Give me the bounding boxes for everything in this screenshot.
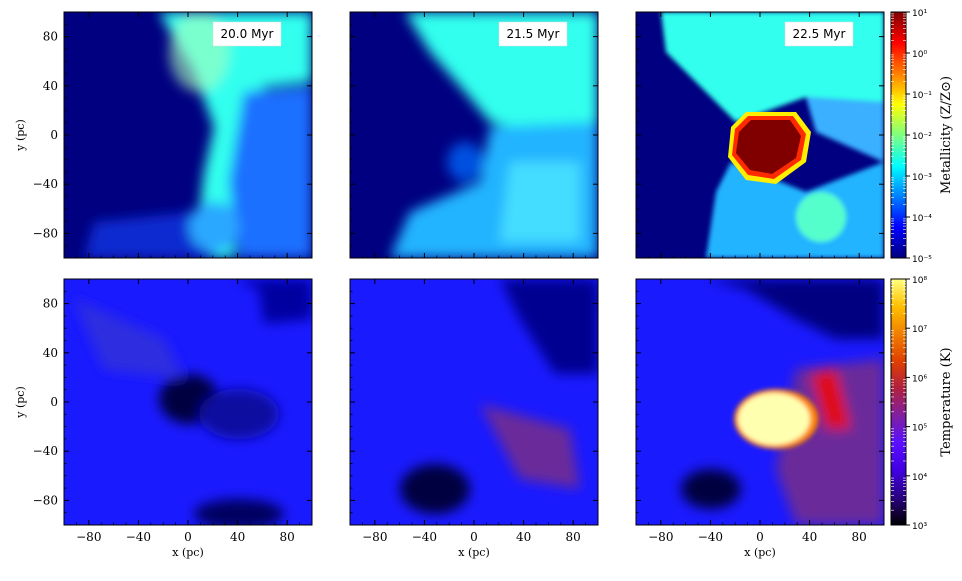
colorbar-tick-label: 10⁷ bbox=[912, 325, 927, 335]
x-tick-label: 40 bbox=[516, 530, 531, 544]
y-tick-label: −40 bbox=[33, 444, 58, 458]
panel-r0-c0 bbox=[64, 12, 312, 258]
colorbar-tick-label: 10⁰ bbox=[912, 50, 927, 60]
colorbar-tick-label: 10⁴ bbox=[912, 473, 927, 483]
x-tick-label: 0 bbox=[184, 530, 192, 544]
y-tick-label: 0 bbox=[50, 128, 58, 142]
y-tick-label: 40 bbox=[43, 79, 58, 93]
colorbar-tick-label: 10⁻⁵ bbox=[912, 255, 932, 265]
time-label-box bbox=[784, 21, 854, 47]
y-tick-label: −80 bbox=[33, 493, 58, 507]
time-label: 22.5 Myr bbox=[793, 27, 846, 41]
x-tick-label: 0 bbox=[756, 530, 764, 544]
colorbar-tick-label: 10⁻² bbox=[912, 132, 932, 142]
time-label: 21.5 Myr bbox=[507, 27, 560, 41]
x-tick-label: 40 bbox=[802, 530, 817, 544]
x-tick-label: −80 bbox=[648, 530, 673, 544]
panel-r1-c0 bbox=[64, 279, 312, 525]
x-tick-label: 40 bbox=[230, 530, 245, 544]
colorbar-tick-label: 10⁻⁴ bbox=[912, 214, 932, 224]
x-tick-label: −40 bbox=[126, 530, 151, 544]
y-tick-label: −80 bbox=[33, 226, 58, 240]
y-tick-label: 80 bbox=[43, 30, 58, 44]
colorbar-tick-label: 10⁻¹ bbox=[912, 91, 932, 101]
x-tick-label: −40 bbox=[412, 530, 437, 544]
x-axis-title: x (pc) bbox=[172, 546, 204, 559]
x-tick-label: −80 bbox=[76, 530, 101, 544]
colorbar-tick-label: 10¹ bbox=[912, 9, 927, 19]
x-tick-label: 80 bbox=[566, 530, 581, 544]
y-axis-title: y (pc) bbox=[14, 119, 27, 152]
panel-r0-c1 bbox=[350, 12, 598, 258]
y-tick-label: 40 bbox=[43, 346, 58, 360]
time-label-box bbox=[498, 21, 568, 47]
x-tick-label: 80 bbox=[280, 530, 295, 544]
x-axis-title: x (pc) bbox=[458, 546, 490, 559]
y-axis-title: y (pc) bbox=[14, 386, 27, 419]
panel-r1-c2 bbox=[636, 279, 884, 525]
colorbar-tick-label: 10³ bbox=[912, 522, 927, 532]
colorbar-temperature bbox=[890, 278, 907, 526]
axes-group: 80 40 0 −40 −80 y (pc) −80 −40 0 40 80 80 40 0 −40 −80 x… bbox=[14, 11, 885, 559]
colorbar-tick-label: 10⁵ bbox=[912, 424, 927, 434]
colorbar-tick-label: 10⁸ bbox=[912, 276, 927, 286]
x-tick-label: 0 bbox=[470, 530, 478, 544]
y-tick-label: 0 bbox=[50, 395, 58, 409]
time-label-box bbox=[212, 21, 282, 47]
panel-r0-c2 bbox=[636, 12, 884, 258]
x-tick-label: 80 bbox=[852, 530, 867, 544]
time-label: 20.0 Myr bbox=[221, 27, 274, 41]
colorbar-title-metallicity: Metallicity (Z/Z⊙) bbox=[939, 76, 954, 194]
colorbar-tick-label: 10⁶ bbox=[912, 374, 927, 384]
panel-r1-c1 bbox=[350, 279, 598, 525]
x-axis-title: x (pc) bbox=[744, 546, 776, 559]
panels-group bbox=[64, 12, 884, 525]
y-tick-label: 80 bbox=[43, 297, 58, 311]
x-tick-label: −40 bbox=[698, 530, 723, 544]
x-tick-label: −80 bbox=[362, 530, 387, 544]
colorbar-title-temperature: Temperature (K) bbox=[939, 347, 954, 456]
colorbar-tick-label: 10⁻³ bbox=[912, 173, 932, 183]
y-tick-label: −40 bbox=[33, 177, 58, 191]
colorbars-group: 10⁻⁵ 10⁻⁴ 10⁻³ 10⁻² 10⁻¹ 10⁰ 10¹ Metallicity (Z… bbox=[890, 9, 954, 532]
